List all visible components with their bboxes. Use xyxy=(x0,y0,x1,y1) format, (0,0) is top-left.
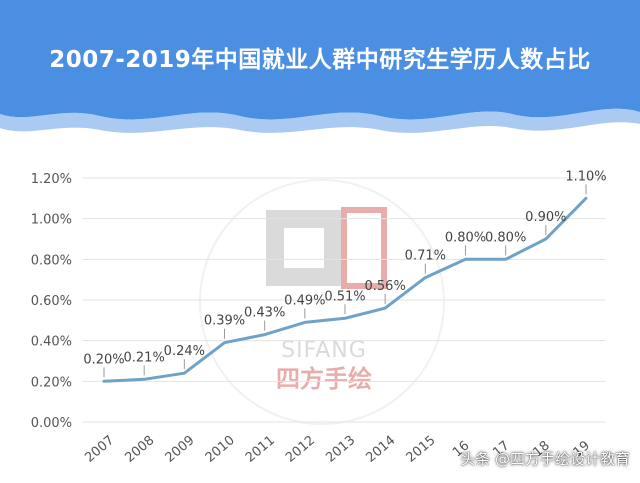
x-tick-label: 2015 xyxy=(404,433,439,466)
watermark-brand-latin: SIFANG xyxy=(281,338,367,363)
y-tick-label: 1.20% xyxy=(31,172,72,187)
data-labels: 0.20%0.21%0.24% 0.39%0.43%0.49%0.51%0.56%… xyxy=(83,169,607,378)
y-axis-ticks: 0.00% 0.20% 0.40% 0.60% 0.80% 1.00% 1.20% xyxy=(31,172,72,431)
x-tick-label: 2010 xyxy=(203,433,238,466)
watermark-block-red xyxy=(341,207,387,289)
data-label: 0.71% xyxy=(405,249,446,264)
watermark-credit: 头条 @四方手绘设计教育 xyxy=(460,450,630,468)
series-layer xyxy=(102,196,588,383)
x-tick-label: 2009 xyxy=(163,433,198,466)
x-tick-label: 2014 xyxy=(363,433,398,466)
data-label: 0.49% xyxy=(284,293,325,308)
series-line xyxy=(102,196,588,383)
page-title: 2007-2019年中国就业人群中研究生学历人数占比 xyxy=(49,47,591,73)
data-label: 0.24% xyxy=(164,344,205,359)
data-label: 0.21% xyxy=(124,350,165,365)
watermark-logo: SIFANG 四方手绘 xyxy=(199,179,445,425)
data-label: 0.80% xyxy=(445,230,486,245)
x-tick-label: 2008 xyxy=(122,433,157,466)
data-label: 0.43% xyxy=(244,306,285,321)
data-label: 0.56% xyxy=(365,279,406,294)
data-label: 0.39% xyxy=(204,314,245,329)
watermark-brand-cn: 四方手绘 xyxy=(276,365,372,393)
x-tick-label: 2013 xyxy=(323,433,358,466)
x-tick-label: 2012 xyxy=(283,433,318,466)
y-tick-label: 1.00% xyxy=(31,213,72,228)
header-background xyxy=(0,0,640,120)
watermark-block-gray-inner xyxy=(284,228,324,268)
y-tick-label: 0.40% xyxy=(31,335,72,350)
x-tick-label: 2011 xyxy=(243,433,278,466)
data-label: 1.10% xyxy=(565,169,606,184)
header-banner xyxy=(0,0,640,133)
y-tick-label: 0.20% xyxy=(31,375,72,390)
gridlines xyxy=(82,177,606,423)
header-wave-light xyxy=(0,108,640,133)
data-label: 0.20% xyxy=(83,352,124,367)
data-label: 0.80% xyxy=(485,230,526,245)
x-tick-label: 2007 xyxy=(82,433,117,466)
y-tick-label: 0.60% xyxy=(31,294,72,309)
watermark-circle xyxy=(199,179,445,425)
data-label: 0.90% xyxy=(525,210,566,225)
data-label: 0.51% xyxy=(324,289,365,304)
y-tick-label: 0.80% xyxy=(31,253,72,268)
y-tick-label: 0.00% xyxy=(31,416,72,431)
